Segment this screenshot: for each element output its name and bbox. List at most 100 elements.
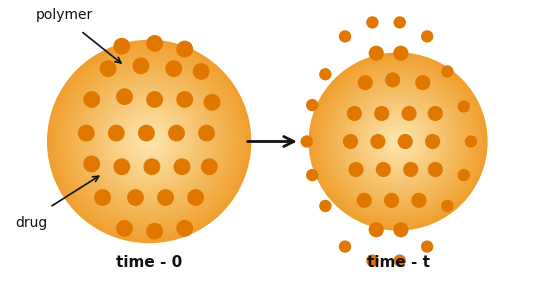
Ellipse shape [113, 158, 130, 175]
Ellipse shape [95, 88, 203, 195]
Ellipse shape [138, 130, 161, 153]
Ellipse shape [124, 116, 174, 167]
Ellipse shape [329, 72, 468, 211]
Ellipse shape [320, 63, 476, 220]
Ellipse shape [343, 134, 358, 149]
Ellipse shape [368, 112, 428, 171]
Ellipse shape [381, 124, 416, 159]
Ellipse shape [346, 90, 450, 193]
Ellipse shape [176, 220, 193, 237]
Ellipse shape [76, 69, 222, 214]
Ellipse shape [371, 115, 425, 168]
Ellipse shape [354, 97, 442, 186]
Ellipse shape [198, 125, 215, 142]
Ellipse shape [94, 86, 205, 197]
Ellipse shape [385, 128, 411, 155]
Ellipse shape [366, 109, 431, 174]
Ellipse shape [393, 46, 409, 61]
Ellipse shape [129, 121, 169, 162]
Ellipse shape [83, 91, 100, 108]
Ellipse shape [366, 16, 378, 29]
Ellipse shape [122, 115, 176, 168]
Ellipse shape [357, 100, 439, 183]
Ellipse shape [340, 84, 456, 199]
Ellipse shape [80, 72, 218, 211]
Ellipse shape [70, 63, 229, 220]
Ellipse shape [421, 30, 433, 42]
Ellipse shape [389, 133, 407, 150]
Ellipse shape [376, 162, 391, 177]
Ellipse shape [130, 123, 168, 160]
Ellipse shape [97, 89, 201, 194]
Ellipse shape [339, 83, 457, 200]
Ellipse shape [114, 106, 185, 177]
Ellipse shape [425, 134, 440, 149]
Ellipse shape [415, 75, 430, 90]
Ellipse shape [125, 118, 173, 165]
Ellipse shape [105, 98, 193, 185]
Ellipse shape [65, 57, 234, 226]
Ellipse shape [374, 106, 389, 121]
Ellipse shape [192, 63, 210, 80]
Ellipse shape [204, 94, 221, 111]
Ellipse shape [68, 61, 230, 222]
Ellipse shape [107, 99, 191, 184]
Ellipse shape [411, 193, 426, 208]
Ellipse shape [78, 125, 95, 142]
Ellipse shape [458, 100, 470, 113]
Ellipse shape [348, 162, 364, 177]
Ellipse shape [144, 158, 160, 175]
Ellipse shape [351, 95, 446, 188]
Ellipse shape [75, 68, 223, 215]
Ellipse shape [103, 96, 195, 187]
Ellipse shape [73, 66, 225, 217]
Ellipse shape [311, 55, 485, 228]
Ellipse shape [201, 158, 218, 175]
Ellipse shape [63, 56, 235, 227]
Ellipse shape [174, 158, 190, 175]
Ellipse shape [386, 130, 410, 153]
Ellipse shape [108, 125, 125, 142]
Ellipse shape [338, 81, 459, 202]
Ellipse shape [379, 122, 417, 161]
Ellipse shape [349, 93, 447, 190]
Ellipse shape [321, 65, 475, 218]
Ellipse shape [166, 60, 182, 77]
Ellipse shape [394, 254, 406, 267]
Ellipse shape [395, 139, 401, 144]
Ellipse shape [306, 169, 318, 181]
Ellipse shape [385, 72, 400, 87]
Ellipse shape [100, 93, 198, 190]
Ellipse shape [370, 113, 426, 170]
Ellipse shape [348, 91, 448, 192]
Ellipse shape [144, 136, 154, 147]
Ellipse shape [127, 189, 144, 206]
Ellipse shape [78, 71, 220, 212]
Ellipse shape [89, 81, 210, 202]
Ellipse shape [187, 189, 204, 206]
Ellipse shape [132, 125, 166, 158]
Ellipse shape [176, 41, 193, 57]
Ellipse shape [342, 85, 454, 198]
Ellipse shape [116, 88, 133, 105]
Ellipse shape [441, 65, 454, 78]
Ellipse shape [85, 78, 213, 205]
Ellipse shape [147, 140, 151, 143]
Ellipse shape [361, 105, 435, 178]
Ellipse shape [116, 108, 183, 175]
Ellipse shape [92, 84, 207, 199]
Ellipse shape [168, 125, 185, 142]
Ellipse shape [332, 75, 465, 208]
Ellipse shape [323, 67, 474, 216]
Ellipse shape [330, 74, 466, 209]
Ellipse shape [312, 56, 484, 227]
Ellipse shape [94, 189, 111, 206]
Ellipse shape [48, 41, 250, 242]
Ellipse shape [458, 169, 470, 181]
Ellipse shape [176, 91, 193, 108]
Ellipse shape [314, 58, 482, 225]
Ellipse shape [102, 95, 196, 188]
Ellipse shape [339, 30, 351, 42]
Ellipse shape [403, 162, 419, 177]
Ellipse shape [59, 52, 239, 231]
